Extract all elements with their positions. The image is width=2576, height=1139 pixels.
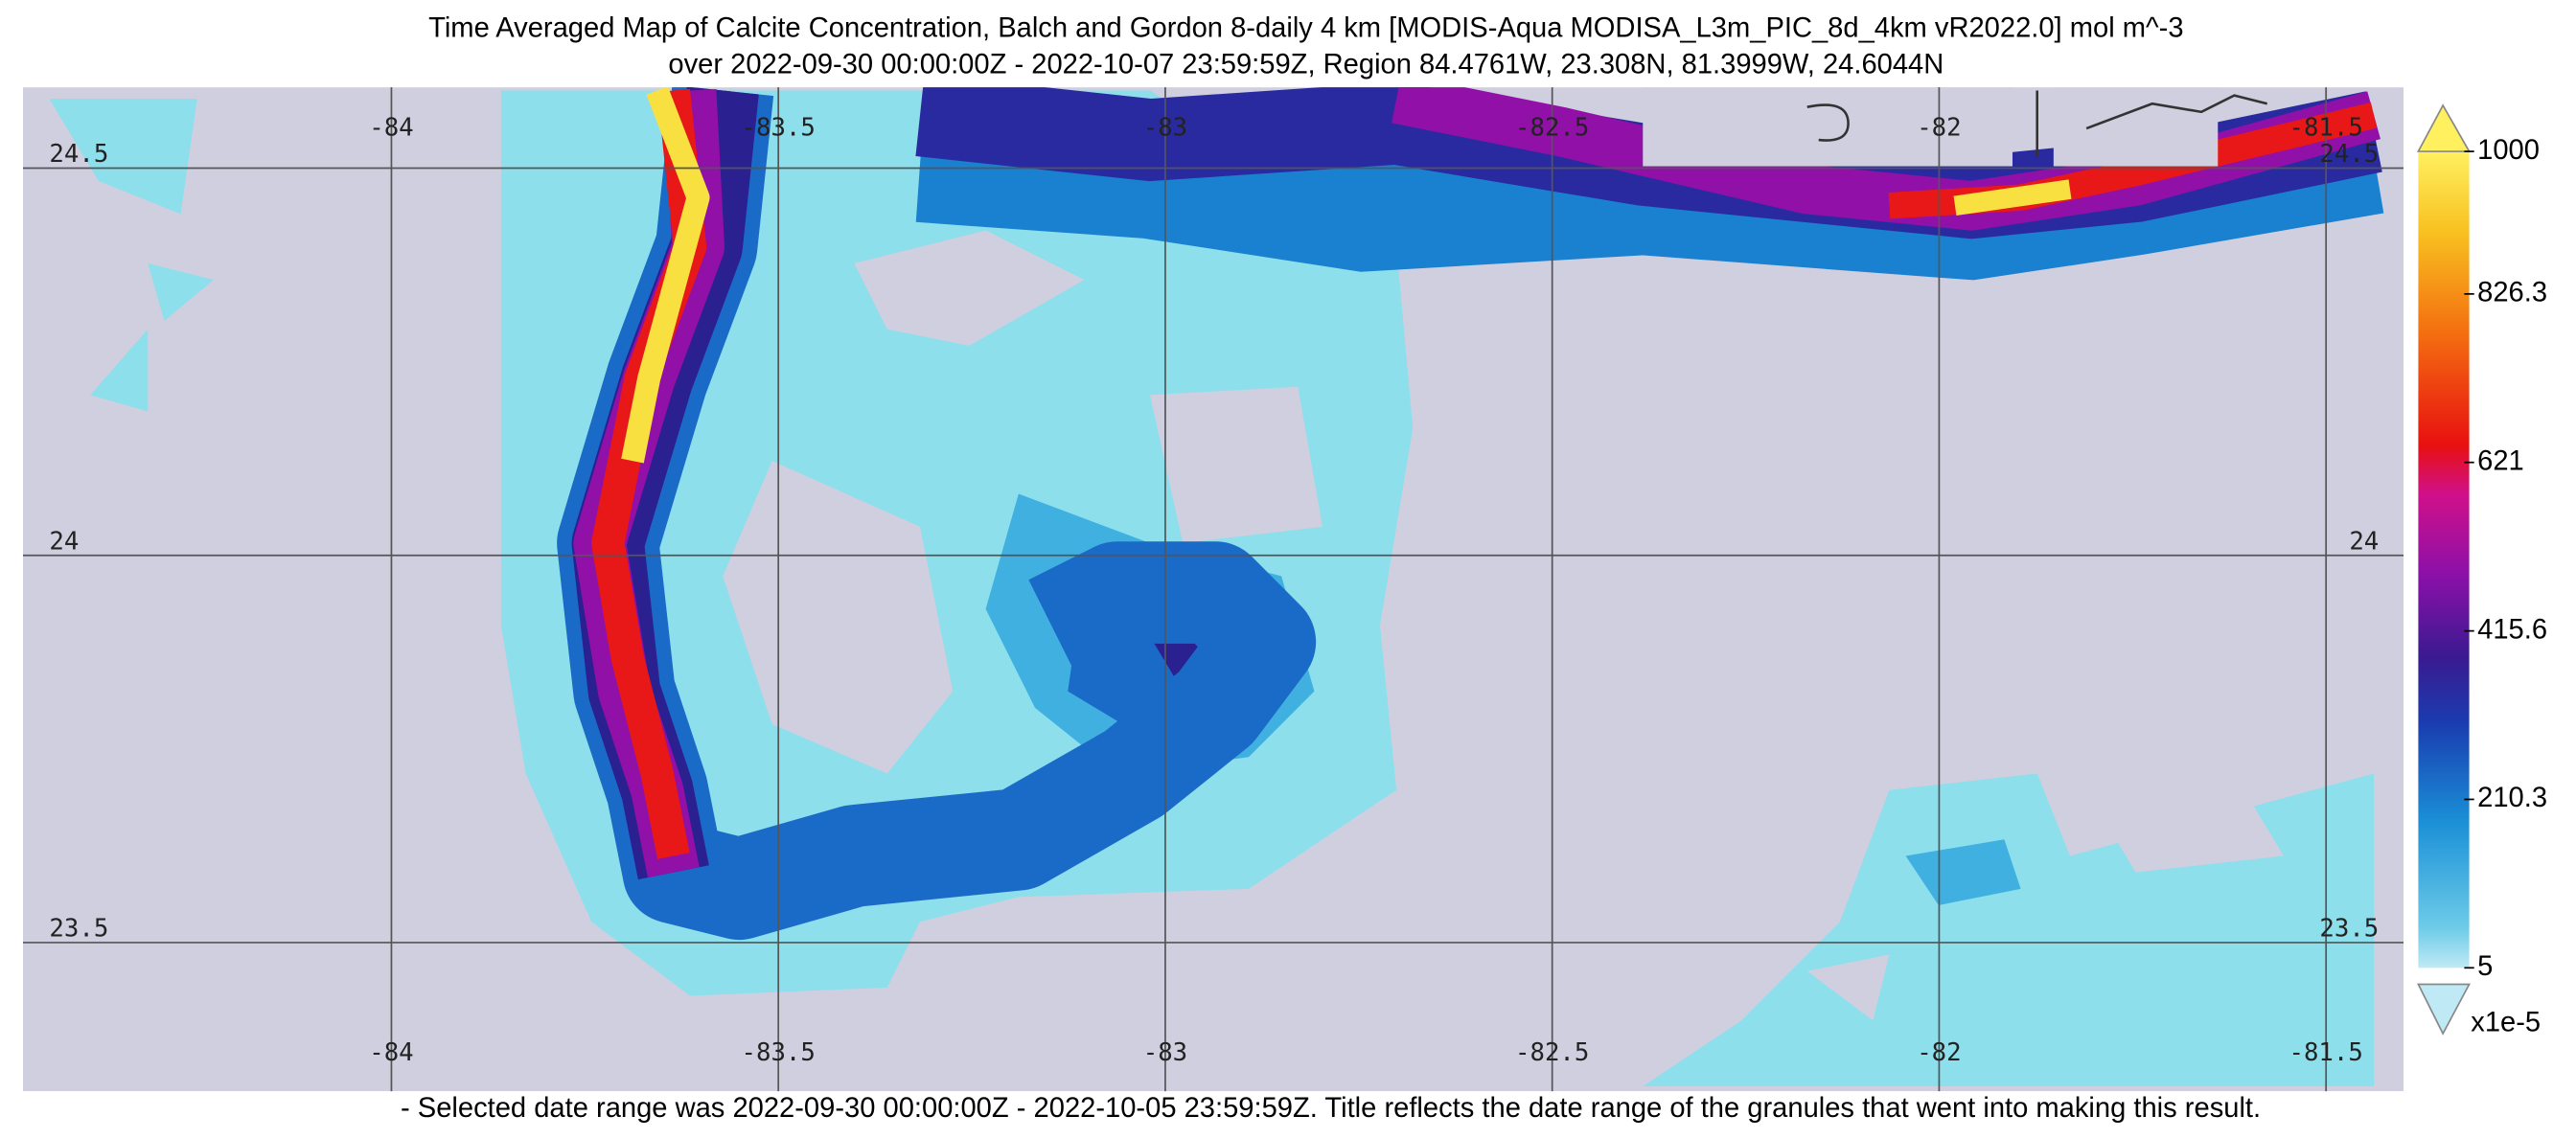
land-no-data (1643, 87, 2012, 167)
colorbar-tick-label: 621 (2477, 445, 2524, 476)
lon-label: -81.5 (2288, 114, 2362, 143)
colorbar-unit: x1e-5 (2471, 1007, 2541, 1037)
lon-label: -81.5 (2288, 1038, 2362, 1067)
no-data-hole (723, 461, 954, 774)
colorbar-tick-label: 826.3 (2477, 278, 2547, 308)
colorbar-tick-label: 210.3 (2477, 783, 2547, 813)
no-data-hole (1643, 740, 2284, 1021)
lat-label: 24.5 (49, 140, 108, 169)
lon-label: -84 (369, 114, 413, 143)
lon-label: -82.5 (1515, 114, 1589, 143)
colorbar-tick-label: 415.6 (2477, 614, 2547, 645)
lon-label: -82.5 (1515, 1038, 1589, 1067)
no-data-hole (854, 230, 1085, 346)
title-line: over 2022-09-30 00:00:00Z - 2022-10-07 2… (668, 49, 1944, 80)
lon-label: -83.5 (742, 114, 816, 143)
lat-label: 23.5 (49, 915, 108, 944)
coastline (1806, 90, 2268, 157)
title-line: Time Averaged Map of Calcite Concentrati… (428, 13, 2183, 44)
lat-label: 24 (49, 527, 79, 556)
graticule: -84 -84 -83.5 -83.5 -83 -83 -82.5 -82.5 -82 -82 -8… (23, 87, 2404, 1092)
lon-label: -84 (369, 1038, 413, 1067)
map-area (23, 87, 2404, 1092)
colorbar-tick-label: 5 (2477, 951, 2493, 982)
colorbar-ticks: 5 210.3 415.6 621 826.3 1000 (2464, 135, 2547, 982)
plume-core (621, 87, 710, 464)
lon-label: -83 (1143, 1038, 1187, 1067)
lon-label: -83 (1143, 114, 1187, 143)
moderate-concentration-patch (1905, 839, 2021, 906)
colorbar-max-arrow (2416, 103, 2472, 152)
low-concentration-patch (49, 99, 214, 412)
no-data-hole (1150, 386, 1322, 544)
lat-label: 23.5 (2319, 915, 2379, 944)
lon-label: -83.5 (742, 1038, 816, 1067)
colorbar-tick-label: 1000 (2477, 135, 2540, 166)
plume-core (1953, 179, 2072, 216)
lon-label: -82 (1917, 1038, 1961, 1067)
colorbar (2418, 151, 2470, 968)
lat-label: 24 (2349, 527, 2379, 556)
lat-label: 24.5 (2319, 140, 2379, 169)
footnote: - Selected date range was 2022-09-30 00:… (401, 1093, 2261, 1124)
colorbar-min-arrow (2417, 983, 2471, 1036)
lon-label: -82 (1917, 114, 1961, 143)
land-no-data (2053, 87, 2219, 167)
